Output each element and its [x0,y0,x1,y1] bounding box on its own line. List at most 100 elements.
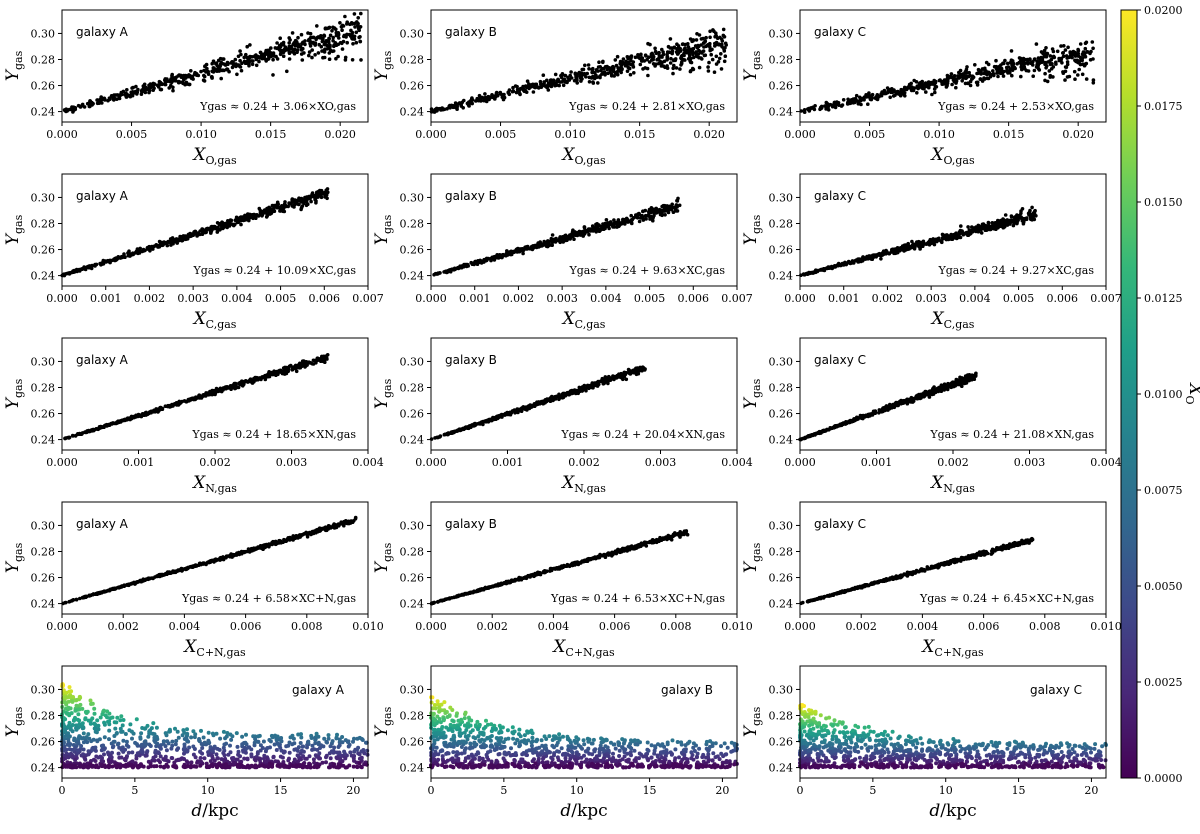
data-point [327,25,332,30]
data-point [1065,62,1070,67]
data-point [548,243,552,247]
data-point [77,268,82,273]
data-point [1029,217,1033,222]
data-point [818,107,822,112]
data-point [307,50,312,54]
data-point [601,71,605,75]
data-point [265,51,270,55]
data-point [988,227,992,232]
data-point [653,49,658,54]
data-point [533,83,538,88]
data-point [650,51,654,56]
data-point [494,90,499,95]
data-point [281,369,286,374]
data-point [861,416,865,421]
data-point [722,49,727,53]
data-point [71,269,75,273]
data-point [287,36,292,40]
x-axis-label: XO,gas [191,145,237,167]
data-point [957,230,962,234]
data-point [631,63,635,68]
data-point [722,59,727,64]
data-point [965,379,969,383]
data-point [959,224,963,228]
data-point [240,218,244,222]
data-point [511,85,515,90]
data-point [872,253,876,257]
data-point [156,408,160,413]
data-point [117,96,122,101]
data-point [702,53,707,58]
data-point [601,377,606,382]
data-point [254,53,258,57]
data-point [551,238,555,243]
data-point [234,64,238,69]
x-axis-label: XC,gas [930,309,975,331]
data-point [553,83,557,88]
data-point [545,78,549,83]
y-tick-label: 0.30 [31,355,56,368]
data-point [328,48,333,52]
data-point [891,94,896,98]
data-point [579,71,584,75]
data-point [306,31,310,35]
data-point [149,409,154,414]
data-point [105,259,109,264]
y-tick-label: 0.30 [400,191,425,204]
data-point [717,56,722,61]
data-point [937,78,942,83]
data-point [215,230,220,234]
data-point [569,76,574,80]
data-point [559,73,563,78]
y-axis-label: Ygas [372,378,394,409]
data-point [209,231,213,235]
data-point [599,68,603,73]
data-point [917,242,921,246]
data-point [1045,64,1049,68]
data-point [1050,47,1055,51]
data-point [665,55,670,59]
data-point [899,87,903,92]
data-point [352,12,357,16]
data-point [585,71,589,76]
data-point [713,41,717,46]
data-point [879,257,883,261]
data-point [1084,77,1089,81]
data-point [691,39,695,43]
data-point [310,55,314,60]
data-point [589,76,594,80]
axes-frame [430,9,738,123]
data-point [466,425,471,429]
data-point [206,69,210,74]
data-point [1061,54,1066,59]
data-point [268,208,273,212]
data-point [578,76,582,80]
data-point [1072,69,1077,74]
data-point [1034,42,1039,46]
x-tick-label: 0.003 [645,456,677,469]
data-point [631,60,636,64]
data-point [601,59,605,64]
y-tick-label: 0.28 [400,217,425,230]
data-point [952,232,956,237]
data-point [706,65,710,69]
data-point [1004,219,1008,224]
y-tick-label: 0.26 [769,244,794,257]
data-point [501,97,506,102]
data-point [667,50,672,54]
data-point [806,107,810,112]
x-tick-label: 0.020 [324,128,356,141]
data-point [826,104,830,109]
data-point [866,413,870,417]
data-point [852,98,856,102]
data-point [233,57,238,62]
data-point [946,79,950,83]
data-point [641,209,645,213]
data-point [872,409,877,414]
data-point [638,367,643,371]
data-point [546,88,551,92]
data-point [1045,51,1050,56]
data-point [354,40,359,45]
data-point [334,43,339,47]
data-point [210,61,214,66]
